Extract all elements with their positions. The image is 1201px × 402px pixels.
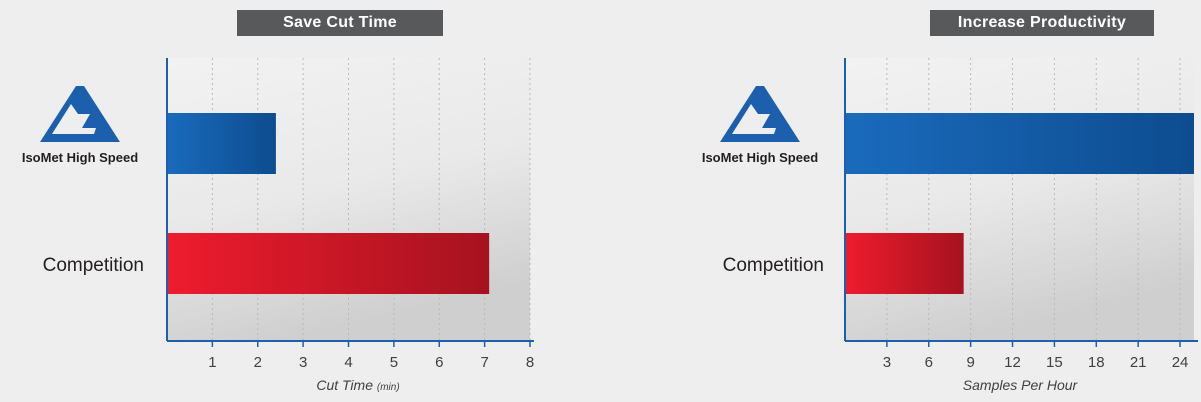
x-axis-title: Cut Time (min): [228, 377, 488, 393]
x-tick-label: 18: [1088, 354, 1105, 371]
x-tick-label: 21: [1130, 354, 1147, 371]
bar-isomet: [845, 113, 1194, 174]
chart-panel-increase-productivity: Increase Productivity 3 6 9 12 15 18 21 24 IsoM…: [660, 0, 1201, 402]
bar-competition: [845, 233, 964, 294]
buehler-logo-icon: [40, 86, 120, 142]
x-tick-label: 6: [925, 354, 933, 371]
x-tick-label: 12: [1004, 354, 1021, 371]
plot-area: [845, 58, 1194, 341]
bar-chart-samples-per-hour: 3 6 9 12 15 18 21 24: [844, 58, 1198, 371]
x-tick-label: 1: [208, 354, 216, 371]
x-tick-label: 5: [390, 354, 398, 371]
x-tick-label: 3: [883, 354, 891, 371]
x-axis-unit: (min): [376, 382, 400, 393]
x-tick-label: 4: [344, 354, 352, 371]
x-tick-label: 15: [1046, 354, 1063, 371]
x-tick-label: 6: [435, 354, 443, 371]
bar-isomet: [167, 113, 276, 174]
x-axis-title: Samples Per Hour: [900, 377, 1140, 393]
x-tick-label: 8: [526, 354, 534, 371]
chart-title: Save Cut Time: [237, 10, 443, 36]
category-label-isomet: IsoMet High Speed: [21, 150, 139, 165]
bar-competition: [167, 233, 490, 294]
x-tick-label: 7: [480, 354, 488, 371]
category-label-isomet: IsoMet High Speed: [701, 150, 819, 165]
bar-chart-cut-time: 1 2 3 4 5 6 7 8: [166, 58, 534, 371]
x-tick-label: 2: [254, 354, 262, 371]
x-axis-label: Samples Per Hour: [962, 377, 1078, 393]
chart-panel-save-cut-time: Save Cut Time 1 2 3 4 5 6 7 8 IsoMet High Speed…: [0, 0, 560, 402]
x-tick-label: 3: [299, 354, 307, 371]
category-label-competition: Competition: [722, 255, 824, 276]
x-tick-label: 9: [966, 354, 974, 371]
chart-title: Increase Productivity: [930, 10, 1154, 36]
x-axis-label: Cut Time: [316, 377, 373, 393]
category-label-competition: Competition: [42, 255, 144, 276]
buehler-logo-icon: [720, 86, 800, 142]
x-tick-label: 24: [1172, 354, 1189, 371]
